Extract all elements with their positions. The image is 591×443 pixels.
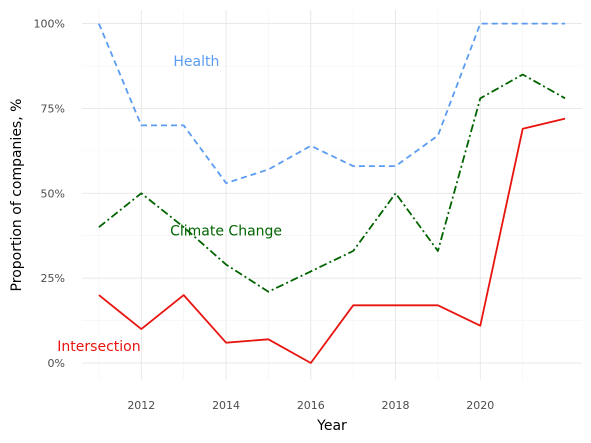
series-line-climate-change [98, 73, 566, 293]
x-tick-label: 2018 [382, 399, 410, 412]
series-labels: Health Climate Change Intersection [57, 54, 282, 355]
x-tick-label: 2020 [466, 399, 494, 412]
series-label-climate-change: Climate Change [170, 224, 282, 240]
series-label-intersection: Intersection [57, 339, 140, 355]
x-axis-ticks: 2012 2014 2016 2018 2020 [127, 399, 494, 412]
series-line-intersection [98, 117, 566, 364]
y-tick-label: 0% [48, 357, 65, 370]
series-label-health: Health [173, 54, 219, 70]
y-axis-ticks: 0% 25% 50% 75% 100% [34, 18, 65, 370]
y-tick-label: 25% [41, 272, 65, 285]
y-tick-label: 50% [41, 187, 65, 200]
series-layer [98, 22, 566, 364]
x-tick-label: 2014 [212, 399, 240, 412]
minor-grid [82, 10, 582, 380]
y-tick-label: 100% [34, 18, 65, 31]
major-grid [82, 10, 582, 380]
y-tick-label: 75% [41, 102, 65, 115]
x-tick-label: 2016 [297, 399, 325, 412]
y-axis-title: Proportion of companies, % [9, 99, 25, 292]
x-tick-label: 2012 [127, 399, 155, 412]
x-axis-title: Year [316, 418, 347, 434]
series-line-health [98, 22, 566, 185]
